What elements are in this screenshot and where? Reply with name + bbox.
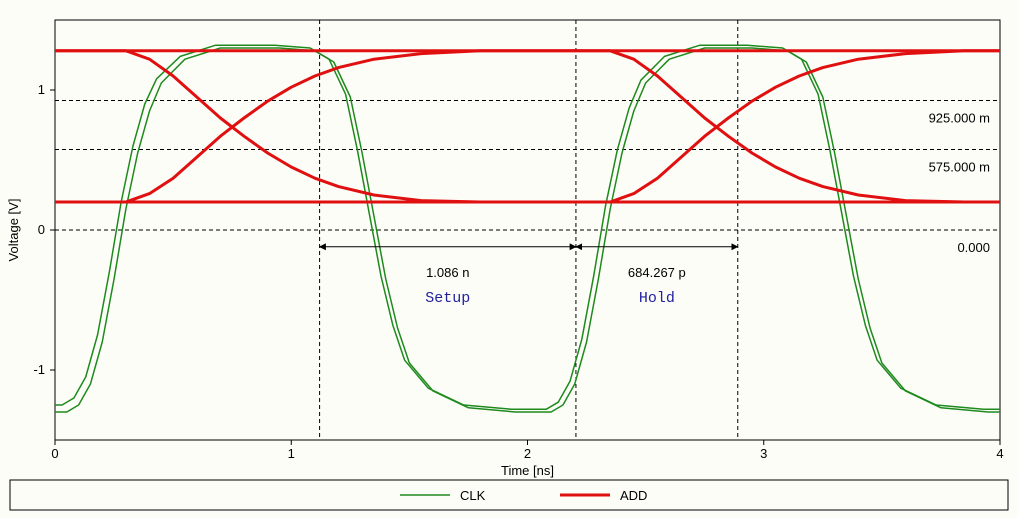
threshold-label: 925.000 m — [929, 111, 990, 126]
x-tick-label: 3 — [760, 446, 767, 461]
y-tick-label: 0 — [38, 222, 45, 237]
measure-annotation: Setup — [425, 290, 470, 307]
measure-label: 684.267 p — [628, 265, 686, 280]
x-tick-label: 4 — [996, 446, 1003, 461]
threshold-label: 575.000 m — [929, 160, 990, 175]
x-tick-label: 1 — [288, 446, 295, 461]
x-tick-label: 0 — [51, 446, 58, 461]
x-axis-label: Time [ns] — [501, 463, 554, 478]
legend-label: ADD — [620, 488, 647, 503]
timing-chart: -1 0 1 0 1 2 3 4 Time [ns] Voltage [V] 925.000 m 57… — [0, 0, 1018, 518]
y-tick-label: 1 — [38, 82, 45, 97]
y-tick-label: -1 — [33, 362, 45, 377]
legend-label: CLK — [460, 488, 486, 503]
measure-annotation: Hold — [639, 290, 675, 307]
measure-label: 1.086 n — [426, 265, 469, 280]
y-axis-label: Voltage [V] — [6, 199, 21, 262]
threshold-label: 0.000 — [957, 240, 990, 255]
x-tick-label: 2 — [524, 446, 531, 461]
